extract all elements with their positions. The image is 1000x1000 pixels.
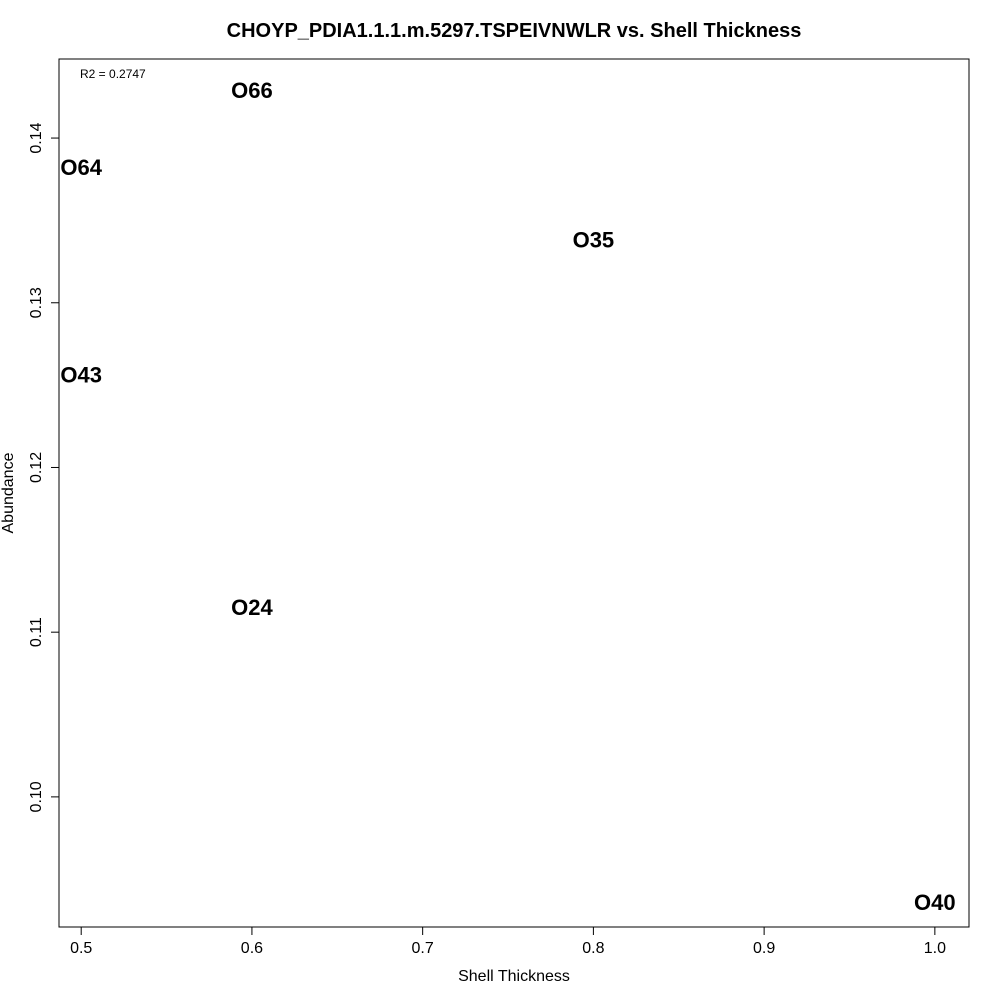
- y-tick-label: 0.11: [28, 617, 45, 647]
- point-o35: O35: [573, 228, 615, 253]
- point-o64: O64: [60, 155, 102, 180]
- x-axis-label: Shell Thickness: [458, 968, 570, 985]
- x-tick-label: 0.5: [70, 940, 92, 957]
- y-tick-label: 0.14: [28, 122, 45, 153]
- y-tick-label: 0.13: [28, 287, 45, 318]
- chart-title: CHOYP_PDIA1.1.1.m.5297.TSPEIVNWLR vs. Sh…: [227, 20, 802, 42]
- point-o24: O24: [231, 595, 273, 620]
- x-axis: 0.5 0.6 0.7 0.8 0.9 1.0: [70, 926, 946, 957]
- point-o43: O43: [60, 363, 102, 388]
- x-tick-label: 1.0: [924, 940, 946, 957]
- x-tick-label: 0.8: [582, 940, 604, 957]
- data-points: O66 O64 O35 O43 O24 O40: [60, 78, 955, 915]
- point-o66: O66: [231, 78, 273, 103]
- r2-annotation: R2 = 0.2747: [80, 67, 146, 81]
- x-tick-label: 0.9: [753, 940, 775, 957]
- x-tick-label: 0.7: [412, 940, 434, 957]
- x-tick-label: 0.6: [241, 940, 263, 957]
- y-axis: 0.10 0.11 0.12 0.13 0.14: [28, 122, 60, 812]
- plot-area: [58, 58, 970, 928]
- y-axis-label: Abundance: [0, 452, 17, 533]
- point-o40: O40: [914, 890, 956, 915]
- y-tick-label: 0.12: [28, 452, 45, 483]
- y-tick-label: 0.10: [28, 781, 45, 812]
